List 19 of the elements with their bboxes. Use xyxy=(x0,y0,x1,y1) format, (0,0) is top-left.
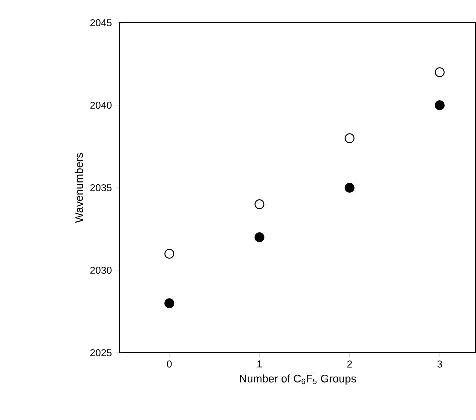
y-tick-label: 2045 xyxy=(90,19,112,27)
point xyxy=(344,134,355,144)
x-tick-label: 3 xyxy=(438,360,442,368)
point xyxy=(434,100,445,110)
y-tick-label: 2030 xyxy=(90,266,112,274)
y-axis-title: Wavenumbers xyxy=(75,153,84,224)
x-tick-label: 1 xyxy=(258,360,262,368)
point xyxy=(254,200,265,210)
point xyxy=(164,298,175,308)
y-tick-label: 2025 xyxy=(90,349,112,357)
point xyxy=(164,249,175,259)
x-tick-label: 2 xyxy=(348,360,352,368)
point xyxy=(344,183,355,193)
x-tick-label: 0 xyxy=(167,360,172,368)
point xyxy=(434,68,445,78)
y-tick-label: 2035 xyxy=(90,184,112,192)
point xyxy=(254,232,265,242)
y-tick-label: 2040 xyxy=(90,102,112,110)
x-axis-title: Number of C$_{6}$F$_{5}$ Groups xyxy=(240,374,356,385)
